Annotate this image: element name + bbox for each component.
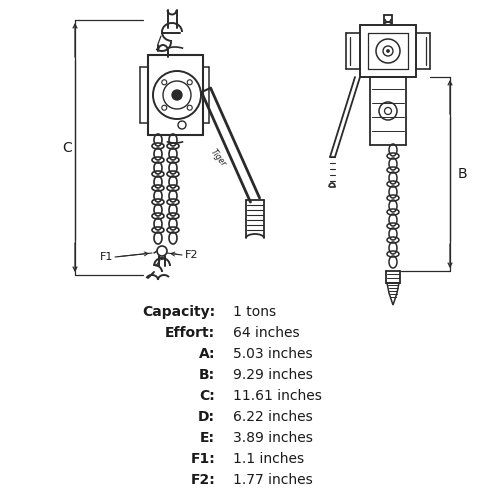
Text: C: C [62,141,72,155]
Text: D:: D: [198,410,215,424]
Text: Tiger: Tiger [208,148,228,169]
Text: B: B [458,167,468,181]
Text: F1: F1 [100,252,113,262]
Text: F2:: F2: [190,473,215,487]
Text: 3.89 inches: 3.89 inches [233,431,313,445]
Text: B:: B: [199,368,215,382]
Text: 5.03 inches: 5.03 inches [233,347,312,361]
Circle shape [162,105,167,110]
Text: C:: C: [199,389,215,403]
Circle shape [187,105,192,110]
Text: 1 tons: 1 tons [233,305,276,319]
Circle shape [187,80,192,85]
Text: 11.61 inches: 11.61 inches [233,389,322,403]
Circle shape [383,46,393,56]
Circle shape [386,50,390,52]
Circle shape [172,90,182,100]
Circle shape [162,80,167,85]
Text: F1:: F1: [190,452,215,466]
Text: A:: A: [198,347,215,361]
Text: Capacity:: Capacity: [142,305,215,319]
Text: Effort:: Effort: [165,326,215,340]
Text: 6.22 inches: 6.22 inches [233,410,313,424]
Text: 9.29 inches: 9.29 inches [233,368,313,382]
Text: 1.77 inches: 1.77 inches [233,473,313,487]
Text: 1.1 inches: 1.1 inches [233,452,304,466]
Text: 64 inches: 64 inches [233,326,300,340]
Text: F2: F2 [185,250,198,260]
Text: E:: E: [200,431,215,445]
